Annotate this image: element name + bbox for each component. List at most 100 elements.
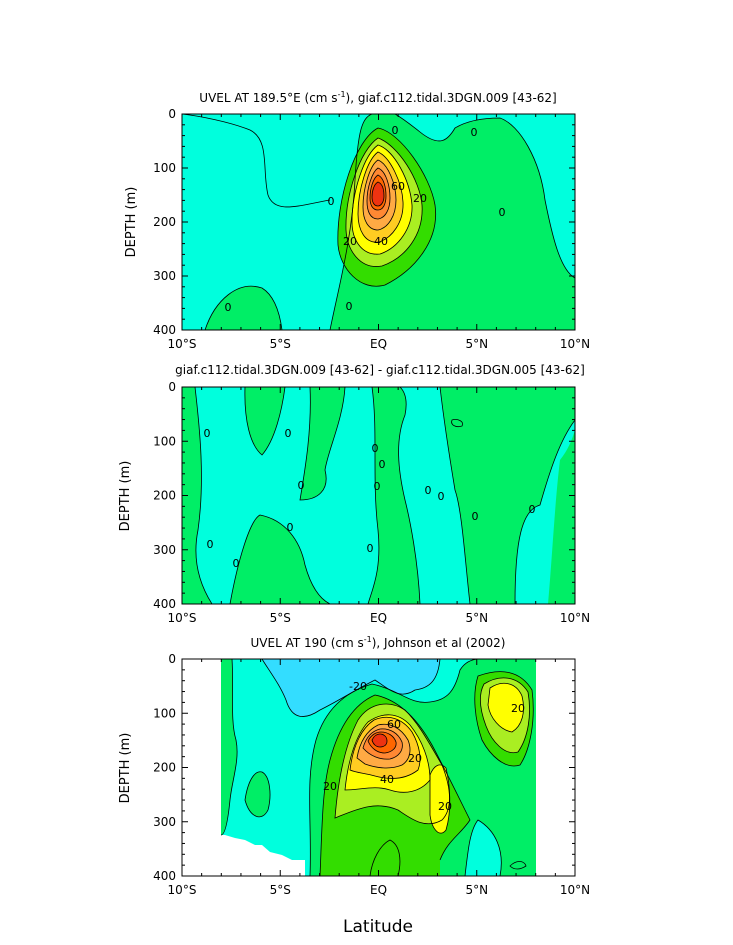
x-tick-label: 5°N bbox=[465, 611, 488, 625]
panel-1-clabel: 40 bbox=[374, 235, 388, 248]
x-tick-label: 10°S bbox=[168, 883, 197, 897]
contour-line bbox=[182, 114, 331, 208]
panel-2-contour-lines bbox=[194, 387, 575, 604]
panel-1-clabel: 0 bbox=[392, 124, 399, 137]
panel-3-core bbox=[372, 734, 387, 747]
panel-3-xticks: 10°S 5°S EQ 5°N 10°N bbox=[168, 659, 590, 897]
contour-line bbox=[345, 137, 423, 267]
x-tick-label: EQ bbox=[370, 337, 387, 351]
panel-2-positive-strip-3 bbox=[300, 387, 345, 500]
contour-line bbox=[439, 387, 471, 604]
contour-line bbox=[334, 703, 450, 825]
panel-2-clabel: 0 bbox=[472, 510, 479, 523]
contour-line bbox=[349, 716, 421, 779]
panel-2-yticks: 0 100 200 300 400 bbox=[153, 380, 575, 611]
panel-2-contour-labels: 0 0 0 0 0 0 0 0 0 0 0 0 0 0 bbox=[204, 427, 536, 570]
panel-2-xticks: 10°S 5°S EQ 5°N 10°N bbox=[168, 387, 590, 625]
contour-line bbox=[369, 839, 401, 876]
panel-2-clabel: 0 bbox=[438, 490, 445, 503]
panel-1-clabel: 0 bbox=[471, 126, 478, 139]
x-tick-label: 5°S bbox=[270, 611, 291, 625]
y-tick-label: 300 bbox=[153, 269, 176, 283]
panel-2-clabel: 0 bbox=[287, 521, 294, 534]
panel-2-clabel: 0 bbox=[204, 427, 211, 440]
panel-1-ylabel: DEPTH (m) bbox=[124, 187, 139, 258]
contour-line bbox=[367, 387, 380, 604]
panel-3-johnson: UVEL AT 190 (cm s-1), Johnson et al (200… bbox=[118, 635, 590, 897]
contour-line bbox=[371, 181, 385, 207]
panel-1-clabel: 20 bbox=[413, 192, 427, 205]
y-tick-label: 400 bbox=[153, 869, 176, 883]
panel-1-model-uvel: UVEL AT 189.5°E (cm s-1), giaf.c112.tida… bbox=[124, 90, 590, 351]
y-tick-label: 0 bbox=[168, 380, 176, 394]
panel-3-clabel: 20 bbox=[511, 702, 525, 715]
y-tick-label: 100 bbox=[153, 706, 176, 720]
panel-1-clabel: 0 bbox=[499, 206, 506, 219]
panel-3-clabel: -20 bbox=[349, 680, 367, 693]
panel-3-clabel: 60 bbox=[387, 718, 401, 731]
x-tick-label: 5°N bbox=[465, 883, 488, 897]
y-tick-label: 0 bbox=[168, 107, 176, 121]
y-tick-label: 200 bbox=[153, 761, 176, 775]
contour-line bbox=[366, 167, 391, 220]
panel-1-clabel: 0 bbox=[225, 301, 232, 314]
panel-3-contour-lines bbox=[220, 659, 534, 876]
contour-line bbox=[356, 723, 411, 769]
contour-line bbox=[367, 731, 397, 754]
panel-3-clabel: 20 bbox=[438, 800, 452, 813]
x-tick-label: 10°N bbox=[560, 337, 590, 351]
contour-line bbox=[319, 694, 471, 876]
y-tick-label: 400 bbox=[153, 597, 176, 611]
y-tick-label: 100 bbox=[153, 434, 176, 448]
panel-3-contour-labels: -20 20 20 20 20 40 60 bbox=[323, 680, 525, 813]
contour-line bbox=[344, 714, 431, 793]
panel-2-field: 0 0 0 0 0 0 0 0 0 0 0 0 0 0 bbox=[182, 387, 575, 604]
panel-1-xticks: 10°S 5°S EQ 5°N 10°N bbox=[168, 114, 590, 351]
contour-line bbox=[194, 387, 213, 604]
contour-line bbox=[229, 514, 331, 604]
panel-1-contour-labels: 0 0 0 0 0 0 20 20 40 60 bbox=[225, 124, 506, 314]
contour-line bbox=[329, 114, 373, 330]
contour-line bbox=[487, 682, 524, 733]
contour-line bbox=[204, 286, 283, 330]
y-tick-label: 200 bbox=[153, 489, 176, 503]
x-tick-label: EQ bbox=[370, 611, 387, 625]
panel-1-field: 0 0 0 0 0 0 20 20 40 60 bbox=[182, 114, 575, 330]
contour-line bbox=[244, 771, 271, 818]
panel-3-field: -20 20 20 20 20 40 60 bbox=[220, 659, 536, 876]
panel-2-clabel: 0 bbox=[374, 480, 381, 493]
x-tick-label: 10°S bbox=[168, 337, 197, 351]
panel-2-title: giaf.c112.tidal.3DGN.009 [43-62] - giaf.… bbox=[175, 363, 585, 377]
contour-line bbox=[398, 387, 421, 604]
panel-3-eastward-west bbox=[221, 659, 238, 835]
contour-line bbox=[394, 114, 575, 279]
panel-3-clabel: 20 bbox=[323, 780, 337, 793]
contour-line bbox=[244, 387, 286, 456]
contour-line bbox=[220, 659, 238, 836]
panel-3-clabel: 40 bbox=[380, 773, 394, 786]
panel-3-eastward-swpatch bbox=[245, 771, 270, 817]
panel-2-clabel: 0 bbox=[367, 542, 374, 555]
panel-2-clabel: 0 bbox=[425, 484, 432, 497]
x-tick-label: EQ bbox=[370, 883, 387, 897]
contour-line bbox=[429, 764, 451, 834]
x-tick-label: 5°N bbox=[465, 337, 488, 351]
x-tick-label: 5°S bbox=[270, 337, 291, 351]
panel-1-clabel: 0 bbox=[328, 195, 335, 208]
contour-line bbox=[509, 861, 527, 870]
contour-line bbox=[480, 677, 530, 754]
panel-1-core bbox=[372, 182, 384, 206]
panel-2-clabel: 0 bbox=[298, 479, 305, 492]
panel-2-clabel: 0 bbox=[379, 458, 386, 471]
contour-line bbox=[337, 127, 437, 287]
contour-line bbox=[357, 151, 404, 243]
panel-2-positive-strip-5 bbox=[365, 387, 420, 604]
panel-2-positive-strip-6 bbox=[440, 387, 575, 604]
y-tick-label: 100 bbox=[153, 161, 176, 175]
panel-1-title: UVEL AT 189.5°E (cm s-1), giaf.c112.tida… bbox=[199, 90, 556, 105]
contour-line bbox=[299, 387, 346, 501]
y-tick-label: 200 bbox=[153, 215, 176, 229]
panel-3-ylabel: DEPTH (m) bbox=[118, 733, 133, 804]
panel-3-level-30-ne bbox=[488, 683, 524, 732]
contour-line bbox=[514, 419, 575, 604]
